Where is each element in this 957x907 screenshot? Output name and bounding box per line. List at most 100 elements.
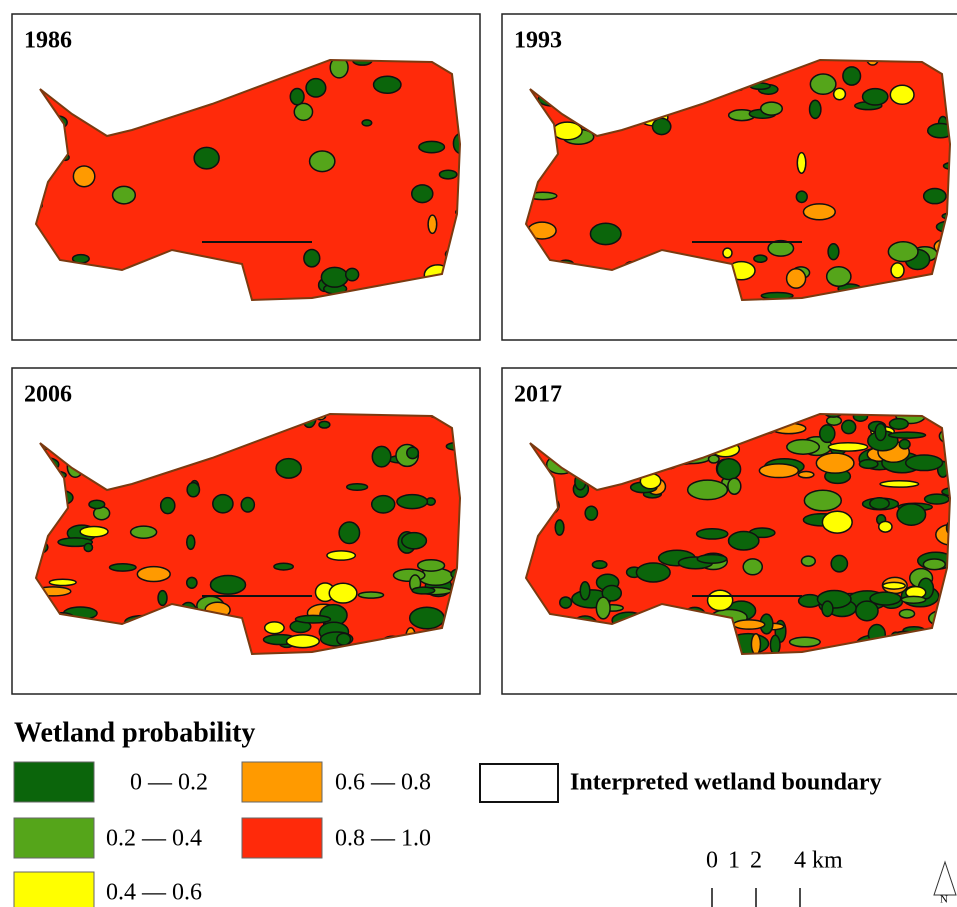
probability-patch (304, 250, 320, 267)
probability-patch (407, 447, 419, 459)
probability-patch (372, 496, 395, 513)
probability-patch (759, 464, 798, 478)
probability-patch (743, 559, 762, 575)
legend-swatch (14, 762, 94, 802)
probability-patch (636, 563, 670, 582)
probability-patch (889, 419, 908, 430)
probability-patch (310, 151, 335, 172)
probability-patch (831, 555, 847, 571)
probability-patch (790, 637, 821, 646)
probability-patch (879, 521, 892, 532)
probability-patch (73, 166, 94, 187)
probability-patch (802, 556, 816, 566)
probability-patch (828, 443, 867, 451)
legend-label: 0.8 — 1.0 (335, 826, 431, 852)
probability-patch (754, 255, 767, 262)
probability-patch (210, 575, 245, 594)
figure: 1986199320062017Wetland probability0 — 0… (0, 0, 957, 907)
panel-title: 1986 (24, 28, 72, 54)
probability-patch (419, 141, 445, 152)
probability-patch (306, 79, 326, 97)
probability-patch (329, 583, 357, 603)
probability-patch (194, 147, 219, 169)
probability-patch (810, 100, 821, 118)
legend-label: 0.2 — 0.4 (106, 826, 202, 852)
probability-patch (276, 459, 301, 478)
probability-patch (798, 472, 813, 478)
legend-swatch (14, 872, 94, 907)
probability-patch (729, 532, 759, 550)
probability-patch (295, 615, 330, 623)
probability-patch (733, 620, 764, 629)
panel-title: 2017 (514, 382, 562, 408)
probability-patch (925, 494, 950, 504)
probability-patch (347, 484, 368, 491)
legend-swatch (242, 818, 322, 858)
map-panel: 1993 (502, 14, 957, 340)
probability-patch (418, 560, 445, 571)
probability-patch (590, 223, 621, 244)
probability-patch (131, 526, 157, 538)
probability-patch (560, 597, 572, 608)
probability-patch (412, 185, 433, 203)
probability-patch (822, 601, 833, 616)
probability-patch (362, 120, 372, 126)
probability-patch (843, 67, 861, 85)
probability-patch (161, 498, 175, 514)
probability-patch (859, 460, 877, 469)
legend-swatch (14, 818, 94, 858)
probability-patch (372, 446, 391, 466)
probability-patch (580, 582, 590, 600)
probability-patch (897, 504, 926, 525)
probability-patch (828, 244, 839, 260)
probability-patch (723, 248, 732, 258)
probability-patch (888, 242, 918, 262)
probability-patch (592, 561, 606, 569)
probability-patch (803, 204, 835, 220)
boundary-label: Interpreted wetland boundary (570, 770, 882, 796)
probability-patch (290, 88, 304, 104)
probability-patch (822, 511, 852, 533)
probability-patch (346, 268, 359, 280)
probability-patch (787, 440, 819, 455)
probability-patch (213, 495, 233, 513)
probability-patch (402, 533, 427, 549)
probability-patch (653, 118, 671, 134)
probability-patch (113, 186, 136, 203)
scale-label: 4 km (794, 848, 843, 874)
north-label: N (940, 894, 948, 906)
probability-patch (439, 170, 456, 179)
map-panel: 2017 (502, 368, 957, 694)
probability-patch (555, 520, 564, 535)
probability-patch (294, 103, 312, 120)
probability-patch (816, 453, 854, 473)
probability-patch (585, 506, 597, 520)
probability-patch (796, 191, 807, 202)
probability-patch (319, 421, 330, 428)
legend-label: 0.4 — 0.6 (106, 880, 202, 906)
probability-patch (875, 424, 886, 441)
probability-patch (901, 596, 925, 603)
probability-patch (137, 567, 170, 582)
probability-patch (410, 607, 444, 629)
panel-title: 1993 (514, 28, 562, 54)
probability-patch (856, 601, 878, 621)
north-arrow (934, 862, 956, 895)
map-panel: 2006 (12, 368, 480, 694)
legend-title: Wetland probability (14, 717, 255, 748)
probability-patch (158, 591, 167, 606)
probability-patch (187, 483, 199, 497)
scale-label: 1 (728, 848, 740, 874)
probability-patch (110, 564, 137, 571)
probability-patch (797, 153, 805, 174)
probability-patch (842, 420, 856, 433)
probability-patch (834, 88, 846, 100)
boundary-swatch (480, 764, 558, 802)
probability-patch (84, 543, 92, 551)
probability-patch (287, 635, 320, 648)
probability-patch (870, 498, 889, 509)
probability-patch (924, 188, 946, 203)
legend-swatch (242, 762, 322, 802)
scale-label: 2 (750, 848, 762, 874)
probability-patch (339, 522, 359, 544)
